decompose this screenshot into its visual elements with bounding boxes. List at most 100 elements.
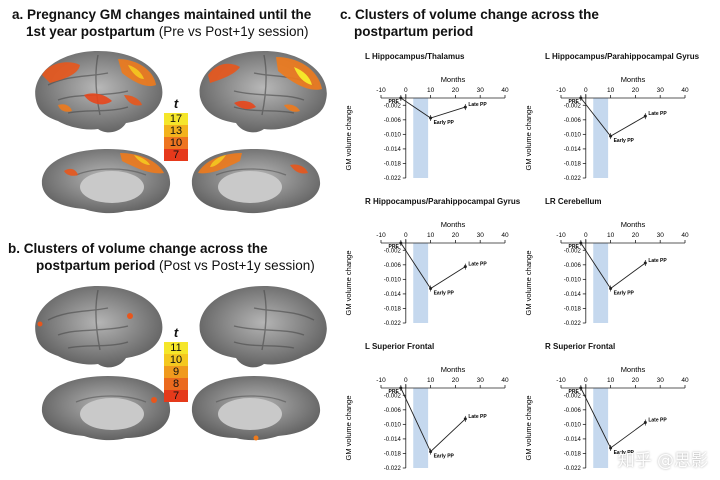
x-tick-label: -10: [376, 87, 386, 94]
x-tick-label: 0: [584, 232, 588, 239]
data-point: [579, 96, 583, 100]
series-line: [400, 97, 466, 119]
chart-svg: -10 0 10 20 30 40 Months -0.002 -0.006 -0.010 -0.0…: [524, 220, 689, 327]
panel-c-title-line2: postpartum period: [354, 24, 474, 39]
y-tick-label: -0.022: [564, 176, 582, 182]
point-label: Early PP: [434, 454, 455, 460]
y-tick-label: -0.002: [384, 103, 402, 109]
data-point: [579, 386, 583, 390]
y-axis-label: GM volume change: [344, 105, 353, 170]
x-tick-label: 10: [607, 232, 615, 239]
data-point: [643, 421, 647, 425]
panel-a-title-line1: a. Pregnancy GM changes maintained until…: [12, 7, 312, 22]
point-label: Late PP: [648, 418, 667, 424]
watermark: 知乎 @思影: [617, 451, 708, 471]
chart-title: R Superior Frontal: [545, 342, 616, 351]
y-tick-label: -0.018: [564, 451, 582, 457]
y-tick-label: -0.014: [564, 437, 582, 443]
point-label: Early PP: [614, 290, 635, 296]
point-label: Early PP: [614, 450, 635, 456]
y-tick-label: -0.002: [564, 103, 582, 109]
y-tick-label: -0.002: [384, 393, 402, 399]
data-point: [643, 114, 647, 118]
y-tick-label: -0.014: [384, 147, 402, 153]
data-point: [609, 446, 613, 450]
shaded-period: [413, 98, 429, 178]
t-scale-a-cell: 10: [164, 137, 188, 149]
series-line: [580, 387, 646, 449]
y-tick-label: -0.006: [564, 118, 582, 124]
x-axis-label: Months: [441, 75, 466, 84]
series-line: [400, 242, 466, 290]
point-label: Late PP: [648, 111, 667, 117]
x-tick-label: 10: [607, 377, 615, 384]
y-tick-label: -0.010: [564, 132, 582, 138]
data-point: [399, 96, 403, 100]
t-scale-a-cell: 7: [164, 149, 188, 161]
x-tick-label: 0: [584, 87, 588, 94]
y-axis-label: GM volume change: [524, 250, 533, 315]
series-line: [400, 387, 466, 453]
chart-svg: -10 0 10 20 30 40 Months -0.002 -0.006 -0.010 -0.0…: [344, 75, 509, 182]
chart-svg: -10 0 10 20 30 40 Months -0.002 -0.006 -0.010 -0.0…: [524, 365, 689, 472]
t-scale-a-cell: 17: [164, 113, 188, 125]
x-tick-label: 0: [404, 232, 408, 239]
point-label: Early PP: [434, 120, 455, 126]
x-tick-label: 20: [632, 232, 640, 239]
brain-right-medial-a: [191, 149, 321, 214]
chart-r-hippocampus-parahippocampal: R Hippocampus/Parahippocampal Gyrus -10 0 1…: [344, 195, 525, 330]
x-tick-label: 40: [501, 232, 509, 239]
chart-svg: -10 0 10 20 30 40 Months -0.002 -0.006 -0.010 -0.0…: [344, 365, 509, 472]
y-tick-label: -0.010: [564, 422, 582, 428]
panel-c-title: c. Clusters of volume change across the …: [340, 6, 710, 40]
y-tick-label: -0.018: [384, 451, 402, 457]
panel-b-title-line1: b. Clusters of volume change across the: [8, 241, 268, 256]
chart-title: L Hippocampus/Parahippocampal Gyrus: [545, 52, 700, 61]
t-scale-b-cell: 8: [164, 378, 188, 390]
t-scale-a-cell: 13: [164, 125, 188, 137]
data-point: [463, 105, 467, 109]
chart-l-superior-frontal: L Superior Frontal -10 0 10 20 30 40 Months -0.0…: [344, 340, 525, 475]
x-tick-label: -10: [376, 232, 386, 239]
y-tick-label: -0.022: [564, 466, 582, 472]
point-label: PRE: [569, 389, 580, 395]
brain-left-lateral-b: [35, 286, 163, 368]
x-tick-label: 30: [657, 232, 665, 239]
data-point: [399, 386, 403, 390]
x-tick-label: 20: [452, 87, 460, 94]
y-tick-label: -0.002: [564, 248, 582, 254]
x-tick-label: 20: [452, 377, 460, 384]
brain-right-medial-b: [191, 376, 321, 441]
x-tick-label: 40: [681, 377, 689, 384]
chart-svg: -10 0 10 20 30 40 Months -0.002 -0.006 -0.010 -0.0…: [524, 75, 689, 182]
panel-b-title-line2-normal: (Post vs Post+1y session): [155, 258, 315, 273]
x-axis-label: Months: [441, 220, 466, 229]
x-tick-label: 10: [427, 87, 435, 94]
x-tick-label: -10: [556, 377, 566, 384]
y-axis-label: GM volume change: [344, 250, 353, 315]
chart-title: LR Cerebellum: [545, 197, 602, 206]
y-tick-label: -0.022: [384, 466, 402, 472]
x-tick-label: 40: [681, 232, 689, 239]
y-tick-label: -0.014: [384, 437, 402, 443]
x-axis-label: Months: [621, 365, 646, 374]
y-tick-label: -0.018: [384, 306, 402, 312]
shaded-period: [413, 243, 429, 323]
point-label: Early PP: [434, 290, 455, 296]
data-point: [429, 286, 433, 290]
y-tick-label: -0.014: [384, 292, 402, 298]
data-point: [643, 261, 647, 265]
chart-svg: -10 0 10 20 30 40 Months -0.002 -0.006 -0.010 -0.0…: [344, 220, 509, 327]
x-tick-label: 30: [657, 87, 665, 94]
brain-left-medial-a: [41, 149, 171, 214]
point-label: Late PP: [468, 102, 487, 108]
y-tick-label: -0.018: [384, 161, 402, 167]
x-tick-label: 0: [404, 87, 408, 94]
y-tick-label: -0.018: [564, 161, 582, 167]
y-tick-label: -0.006: [384, 408, 402, 414]
y-tick-label: -0.002: [564, 393, 582, 399]
panel-a-title-line2-normal: (Pre vs Post+1y session): [155, 24, 309, 39]
x-tick-label: 20: [632, 87, 640, 94]
series-line: [580, 242, 646, 290]
series-line: [580, 97, 646, 137]
